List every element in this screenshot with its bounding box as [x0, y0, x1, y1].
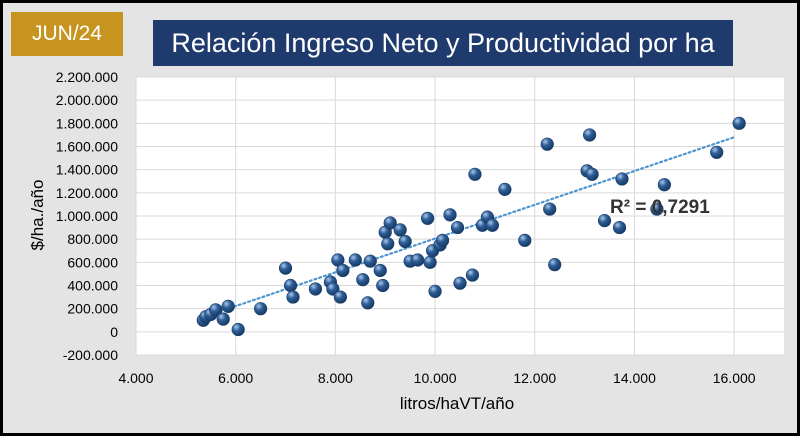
x-tick-label: 12.000	[513, 370, 556, 386]
data-point	[435, 233, 450, 247]
data-point	[518, 233, 532, 247]
y-tick-label: 1.400.000	[56, 162, 118, 178]
data-point	[650, 202, 664, 216]
y-tick-label: 200.000	[67, 301, 118, 317]
data-point	[336, 263, 350, 278]
data-point	[710, 145, 724, 159]
data-point	[278, 261, 293, 275]
y-tick-label: 1.000.000	[56, 208, 118, 224]
data-point	[498, 182, 512, 196]
data-point	[381, 237, 395, 251]
y-tick-label: 800.000	[67, 231, 118, 247]
data-point	[450, 220, 465, 235]
x-axis-title: litros/haVT/año	[400, 394, 514, 413]
data-point	[540, 137, 554, 151]
data-point	[453, 276, 467, 290]
scatter-chart: 4.000 6.000 8.000 10.000 12.000 14.000 16.000 …	[28, 69, 784, 413]
x-axis-ticks: 4.000 6.000 8.000 10.000 12.000 14.000 16.000	[118, 370, 755, 386]
data-point	[443, 208, 457, 222]
data-point	[283, 278, 298, 293]
y-tick-label: 400.000	[67, 278, 118, 294]
data-point	[468, 167, 482, 181]
chart-title: Relación Ingreso Neto y Productividad po…	[153, 20, 733, 66]
y-tick-label: 0	[110, 324, 118, 340]
data-point	[383, 216, 397, 230]
x-tick-label: 6.000	[218, 370, 253, 386]
y-tick-label: 1.800.000	[56, 115, 118, 131]
data-point	[286, 290, 300, 304]
data-points	[196, 116, 746, 337]
data-point	[485, 218, 500, 232]
y-tick-label: 2.200.000	[56, 69, 118, 85]
date-badge: JUN/24	[11, 12, 123, 56]
data-point	[423, 255, 437, 269]
data-point	[543, 202, 557, 216]
data-point	[582, 128, 597, 142]
data-point	[216, 312, 230, 326]
x-tick-label: 8.000	[318, 370, 353, 386]
data-point	[612, 220, 627, 235]
data-point	[421, 211, 435, 225]
y-tick-label: 2.000.000	[56, 92, 118, 108]
data-point	[348, 253, 362, 267]
y-axis-title: $/ha./año	[28, 180, 47, 251]
data-point	[254, 302, 268, 316]
data-point	[221, 299, 235, 313]
y-tick-label: 1.200.000	[56, 185, 118, 201]
data-point	[363, 254, 377, 268]
data-point	[376, 278, 390, 293]
data-point	[585, 167, 599, 181]
data-point	[393, 223, 407, 237]
data-point	[373, 263, 387, 278]
data-point	[732, 116, 746, 130]
r-squared-label: R² = 0,7291	[610, 197, 710, 218]
data-point	[231, 322, 245, 337]
data-point	[597, 214, 612, 228]
trendline	[199, 136, 736, 320]
data-point	[615, 172, 629, 186]
x-tick-label: 14.000	[613, 370, 656, 386]
y-axis-ticks: -200.000 0 200.000 400.000 600.000 800.000 1.0…	[56, 69, 119, 363]
data-point	[209, 303, 223, 317]
y-tick-label: -200.000	[63, 347, 118, 363]
data-point	[333, 290, 347, 304]
data-point	[361, 296, 375, 310]
data-point	[308, 282, 323, 296]
trendline-group	[199, 136, 736, 320]
data-point	[411, 253, 425, 267]
data-point	[356, 273, 370, 287]
data-point	[657, 178, 671, 192]
data-point	[428, 284, 442, 298]
data-point	[398, 234, 412, 249]
gridlines	[135, 76, 784, 356]
data-point	[465, 268, 480, 282]
y-tick-label: 1.600.000	[56, 139, 118, 155]
y-tick-label: 600.000	[67, 254, 118, 270]
data-point	[548, 258, 562, 272]
x-tick-label: 16.000	[713, 370, 756, 386]
x-tick-label: 10.000	[414, 370, 457, 386]
x-tick-label: 4.000	[118, 370, 153, 386]
